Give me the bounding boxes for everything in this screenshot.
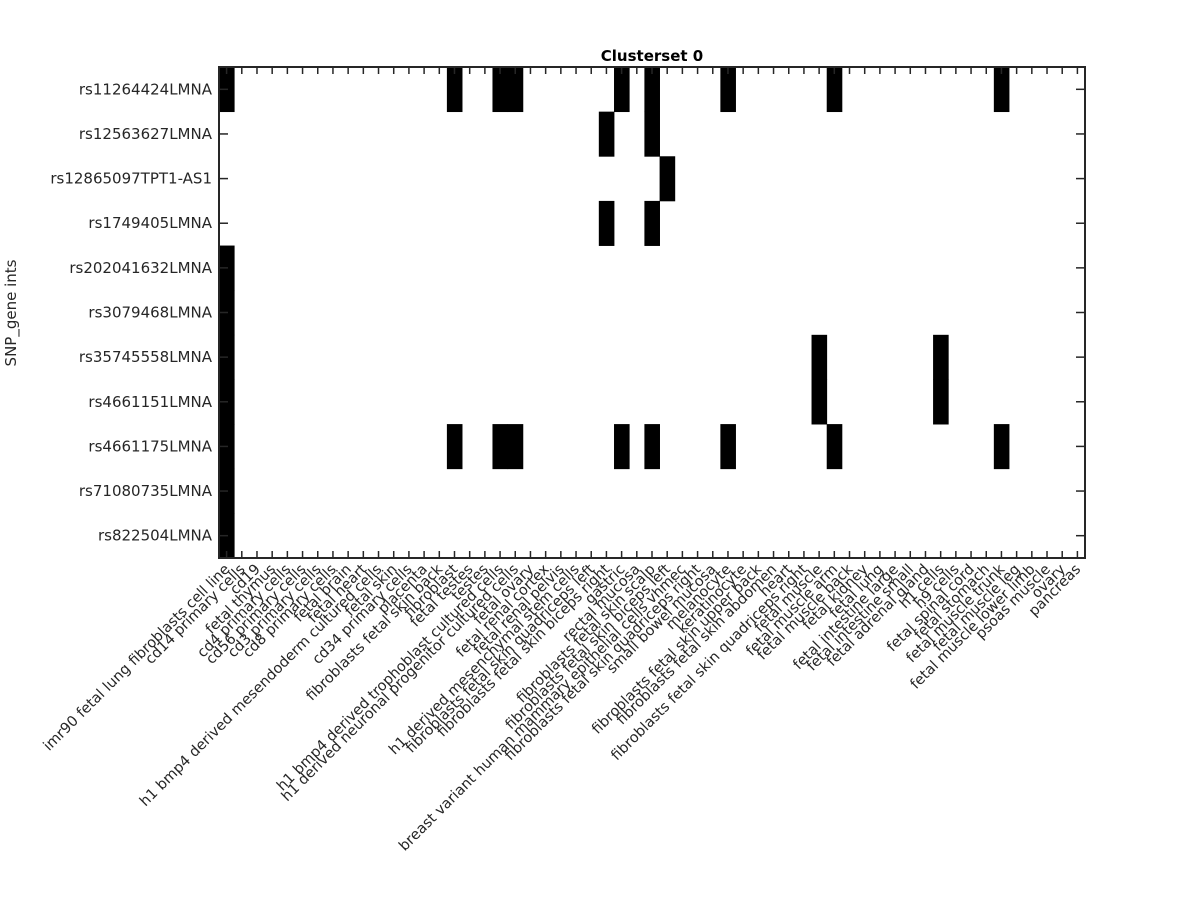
x-tick-labels: imr90 fetal lung fibroblasts cell linecd…: [41, 561, 1085, 854]
y-tick-label: rs35745558LMNA: [79, 348, 213, 366]
heatmap-cell: [644, 111, 660, 157]
heatmap-cell: [659, 156, 676, 202]
tick-layer: [219, 67, 1085, 558]
heatmap-cell: [826, 424, 843, 470]
heatmap-cell: [446, 67, 463, 113]
heatmap-cell: [598, 111, 615, 157]
heatmap-cell: [644, 200, 660, 246]
heatmap-cell: [446, 424, 463, 470]
heatmap-cell: [507, 424, 524, 470]
heatmap-cell: [811, 334, 828, 380]
y-tick-label: rs822504LMNA: [98, 527, 213, 545]
heatmap-cell: [507, 67, 524, 113]
y-tick-label: rs12563627LMNA: [79, 125, 213, 143]
y-tick-labels: rs11264424LMNA rs12563627LMNA rs12865097TP…: [50, 80, 212, 544]
y-tick-label: rs3079468LMNA: [88, 304, 212, 322]
y-tick-label: rs11264424LMNA: [79, 80, 213, 98]
heatmap-cell: [644, 67, 660, 113]
heatmap-cell: [811, 379, 828, 425]
heatmap-cell: [993, 67, 1010, 113]
y-tick-label: rs4661175LMNA: [88, 437, 212, 455]
y-tick-label: rs202041632LMNA: [69, 259, 212, 277]
heatmap-cell: [614, 67, 630, 113]
y-tick-label: rs4661151LMNA: [88, 393, 212, 411]
heatmap-cell: [933, 379, 949, 425]
y-tick-label: rs12865097TPT1-AS1: [50, 170, 212, 188]
y-axis-label: SNP_gene ints: [2, 259, 21, 366]
heatmap-cell: [720, 424, 736, 470]
heatmap-cell: [720, 67, 736, 113]
heatmap-cell: [933, 334, 949, 380]
y-tick-label: rs1749405LMNA: [88, 214, 212, 232]
heatmap-cell: [826, 67, 843, 113]
cell-layer: [219, 67, 1010, 559]
heatmap-cell: [492, 67, 509, 113]
plot-frame: [218, 66, 1086, 559]
heatmap-cell: [492, 424, 509, 470]
heatmap-cell: [993, 424, 1010, 470]
heatmap-cell: [614, 424, 630, 470]
y-tick-label: rs71080735LMNA: [79, 482, 213, 500]
heatmap-cell: [598, 200, 615, 246]
chart-title: Clusterset 0: [601, 47, 703, 65]
heatmap-cell: [644, 424, 660, 470]
